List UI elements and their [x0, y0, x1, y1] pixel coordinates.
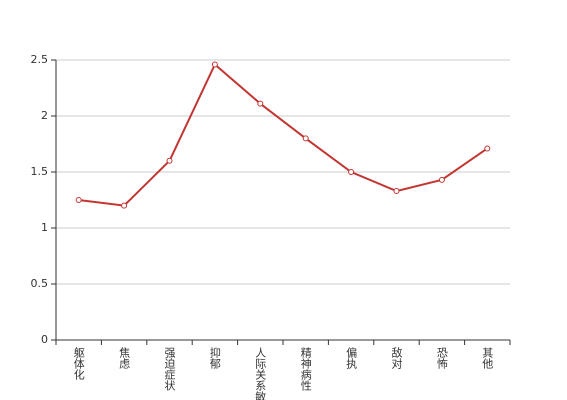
x-tick-label: 恐怖 — [435, 347, 448, 369]
x-tick-label: 偏执 — [345, 346, 358, 370]
point — [121, 202, 128, 209]
point — [302, 135, 309, 142]
point — [438, 176, 445, 183]
y-tick-label: 0 — [41, 333, 48, 346]
x-tick-label: 强迫症状 — [163, 347, 176, 391]
point — [75, 197, 82, 203]
x-tick-label: 抑郁 — [208, 346, 221, 369]
y-tick-label: 1 — [41, 221, 48, 234]
point — [166, 157, 173, 164]
y-tick-label: 2 — [41, 109, 48, 122]
y-tick-label: 2.5 — [31, 53, 49, 66]
x-tick-label: 躯体化 — [72, 347, 85, 381]
point — [257, 100, 264, 107]
point — [348, 169, 355, 175]
x-tick-label: 人际关系敏感 — [254, 347, 267, 400]
x-tick-label: 其他 — [481, 347, 494, 369]
x-tick-label: 精神病性 — [299, 347, 312, 392]
point — [211, 61, 218, 68]
y-tick-label: 0.5 — [31, 277, 49, 290]
x-tick-label: 敌对 — [390, 346, 403, 369]
point — [484, 145, 491, 152]
y-tick-label: 1.5 — [31, 165, 49, 178]
point — [393, 188, 400, 195]
x-tick-label: 焦虑 — [118, 347, 131, 369]
line — [78, 62, 488, 207]
